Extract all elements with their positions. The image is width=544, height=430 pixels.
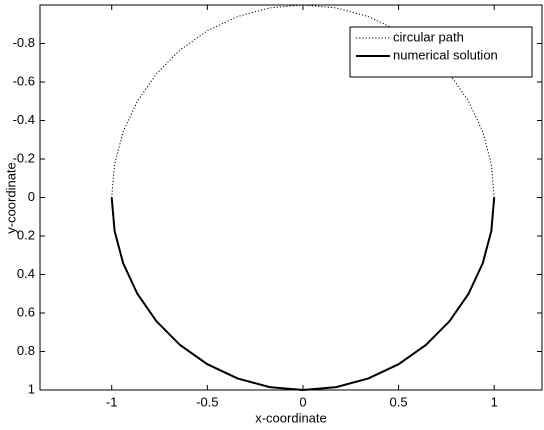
legend-label: numerical solution <box>393 47 498 62</box>
x-tick-label: -1 <box>106 394 118 409</box>
y-tick-label: 0.8 <box>17 343 35 358</box>
line-series <box>110 197 496 392</box>
y-axis-label: y-coordinate <box>3 162 18 234</box>
x-tick-label: 0 <box>299 394 306 409</box>
x-tick-label: -0.5 <box>196 394 218 409</box>
legend-box <box>349 26 533 78</box>
y-tick-label: -0.8 <box>13 35 35 50</box>
legend-label: circular path <box>393 29 464 44</box>
x-tick-label: 0.5 <box>390 394 408 409</box>
y-tick-label: 0.6 <box>17 304 35 319</box>
y-tick-label: -0.4 <box>13 112 35 127</box>
y-tick-label: 1 <box>28 381 35 396</box>
x-tick-label: 1 <box>491 394 498 409</box>
y-tick-label: 0.2 <box>17 227 35 242</box>
y-tick-label: 0 <box>28 189 35 204</box>
x-axis-label: x-coordinate <box>255 410 327 425</box>
y-tick-label: 0.4 <box>17 266 35 281</box>
y-tick-label: -0.2 <box>13 150 35 165</box>
y-tick-label: -0.6 <box>13 73 35 88</box>
